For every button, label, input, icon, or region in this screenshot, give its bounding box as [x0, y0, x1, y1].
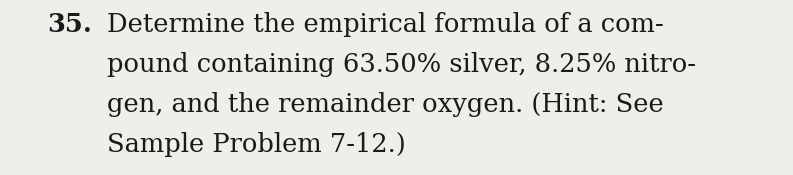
Text: gen, and the remainder oxygen. (Hint: See: gen, and the remainder oxygen. (Hint: Se…: [107, 92, 664, 117]
Text: Determine the empirical formula of a com-: Determine the empirical formula of a com…: [107, 12, 664, 37]
Text: 35.: 35.: [48, 12, 93, 37]
Text: Sample Problem 7-12.): Sample Problem 7-12.): [107, 132, 406, 157]
Text: pound containing 63.50% silver, 8.25% nitro-: pound containing 63.50% silver, 8.25% ni…: [107, 52, 696, 77]
